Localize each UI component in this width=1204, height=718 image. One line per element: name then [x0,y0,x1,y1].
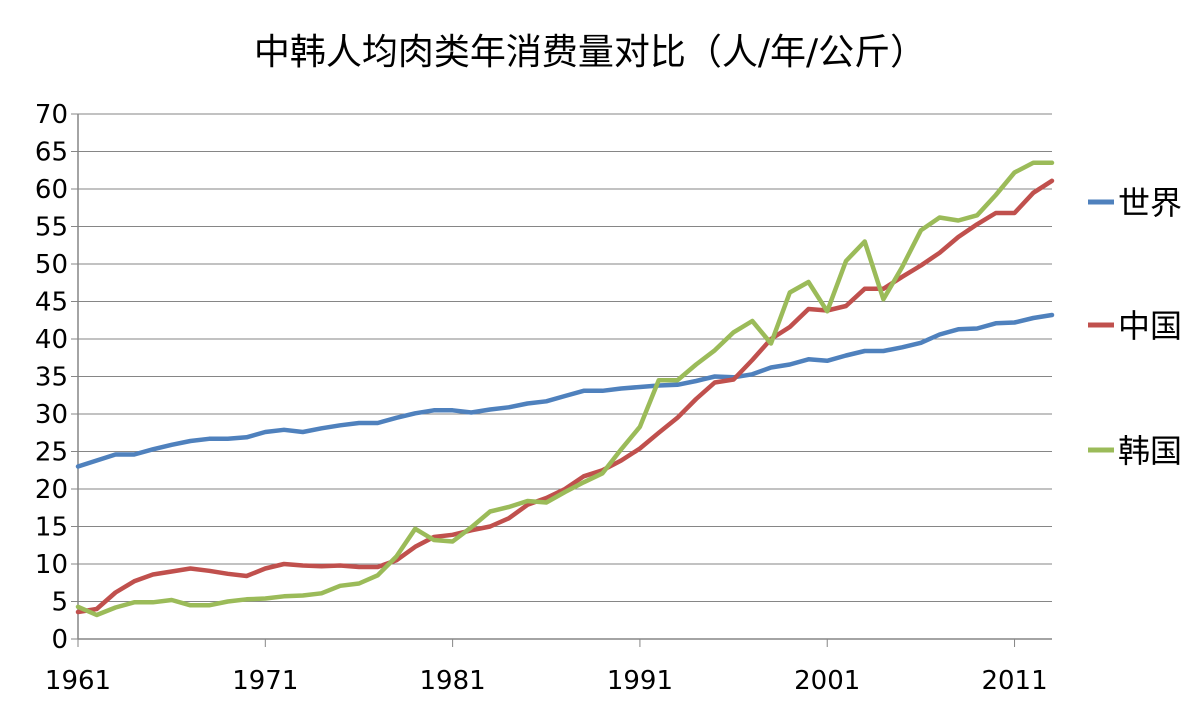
y-tick-label: 50 [35,250,68,280]
legend-label: 韩国 [1118,432,1182,470]
legend-label: 世界 [1118,184,1182,222]
x-tick-label: 1961 [45,666,111,696]
x-tick-labels: 1961 1971 1981 1991 2001 2011 [45,666,1048,696]
y-tick-label: 65 [35,138,68,168]
x-tick-label: 1981 [420,666,486,696]
y-tick-label: 45 [35,288,68,318]
x-tick-label: 2011 [981,666,1047,696]
y-tick-label: 35 [35,363,68,393]
legend-label: 中国 [1118,307,1182,345]
chart-title: 中韩人均肉类年消费量对比（人/年/公斤） [254,32,926,73]
series-line-2 [75,160,1055,618]
y-tick-label: 55 [35,213,68,243]
series-line-0 [75,312,1055,469]
y-tick-labels: 0 5 10 15 20 25 30 35 40 45 50 55 60 65 70 [35,100,68,655]
y-tick-label: 10 [35,550,68,580]
x-tick-label: 2001 [794,666,860,696]
y-tick-label: 20 [35,475,68,505]
x-tick-label: 1991 [607,666,673,696]
y-tick-label: 25 [35,438,68,468]
y-tick-label: 5 [51,588,68,618]
y-tick-label: 40 [35,325,68,355]
x-tick-label: 1971 [232,666,298,696]
series-lines [75,160,1055,618]
y-tick-label: 30 [35,400,68,430]
gridlines [78,113,1052,602]
y-tick-label: 0 [51,625,68,655]
y-tick-label: 15 [35,513,68,543]
y-tick-label: 60 [35,175,68,205]
axes [71,113,1052,647]
y-tick-label: 70 [35,100,68,130]
